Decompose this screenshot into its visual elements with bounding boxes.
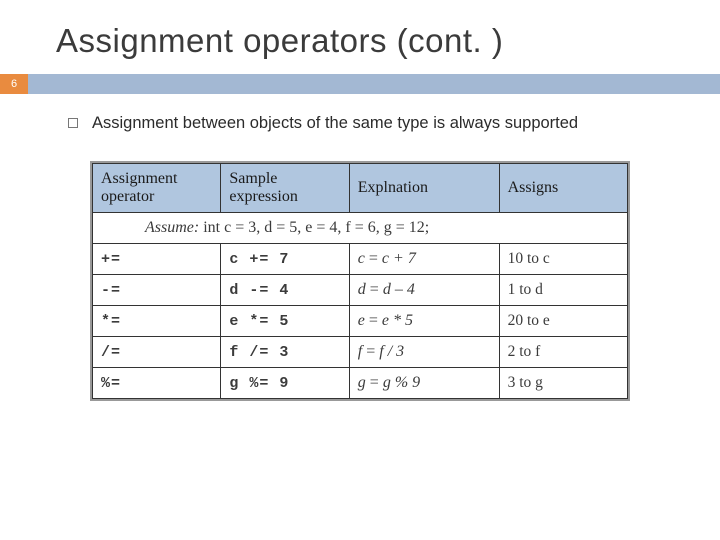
assume-prefix: Assume: xyxy=(145,219,199,236)
col-header: Assigns xyxy=(499,164,627,213)
col-header: Sample expression xyxy=(221,164,349,213)
cell-operator: -= xyxy=(93,275,221,306)
table-row: /=f /= 3f = f / 32 to f xyxy=(93,337,628,368)
cell-explanation: d = d – 4 xyxy=(349,275,499,306)
assume-body: int c = 3, d = 5, e = 4, f = 6, g = 12; xyxy=(199,219,429,236)
cell-sample: e *= 5 xyxy=(221,306,349,337)
cell-assigns: 20 to e xyxy=(499,306,627,337)
table-row: +=c += 7c = c + 710 to c xyxy=(93,244,628,275)
bullet-text: Assignment between objects of the same t… xyxy=(92,114,578,133)
cell-explanation: g = g % 9 xyxy=(349,368,499,399)
cell-operator: += xyxy=(93,244,221,275)
cell-sample: c += 7 xyxy=(221,244,349,275)
square-bullet-icon xyxy=(68,118,78,128)
table-header-row: Assignment operator Sample expression Ex… xyxy=(93,164,628,213)
operators-table: Assignment operator Sample expression Ex… xyxy=(90,161,630,401)
cell-assigns: 2 to f xyxy=(499,337,627,368)
col-header: Assignment operator xyxy=(93,164,221,213)
cell-sample: f /= 3 xyxy=(221,337,349,368)
header-stripe: 6 xyxy=(0,74,720,94)
cell-operator: %= xyxy=(93,368,221,399)
table-row: -=d -= 4d = d – 41 to d xyxy=(93,275,628,306)
table-row: *=e *= 5e = e * 520 to e xyxy=(93,306,628,337)
cell-assigns: 1 to d xyxy=(499,275,627,306)
table-assume-row: Assume: int c = 3, d = 5, e = 4, f = 6, … xyxy=(93,213,628,244)
cell-assigns: 10 to c xyxy=(499,244,627,275)
cell-sample: d -= 4 xyxy=(221,275,349,306)
col-header: Explnation xyxy=(349,164,499,213)
table-row: %=g %= 9g = g % 93 to g xyxy=(93,368,628,399)
cell-explanation: f = f / 3 xyxy=(349,337,499,368)
cell-sample: g %= 9 xyxy=(221,368,349,399)
header-bar xyxy=(28,74,720,94)
cell-explanation: c = c + 7 xyxy=(349,244,499,275)
slide-title: Assignment operators (cont. ) xyxy=(0,0,720,74)
cell-operator: *= xyxy=(93,306,221,337)
cell-assigns: 3 to g xyxy=(499,368,627,399)
page-number-badge: 6 xyxy=(0,74,28,94)
cell-operator: /= xyxy=(93,337,221,368)
cell-explanation: e = e * 5 xyxy=(349,306,499,337)
bullet-item: Assignment between objects of the same t… xyxy=(0,94,720,133)
